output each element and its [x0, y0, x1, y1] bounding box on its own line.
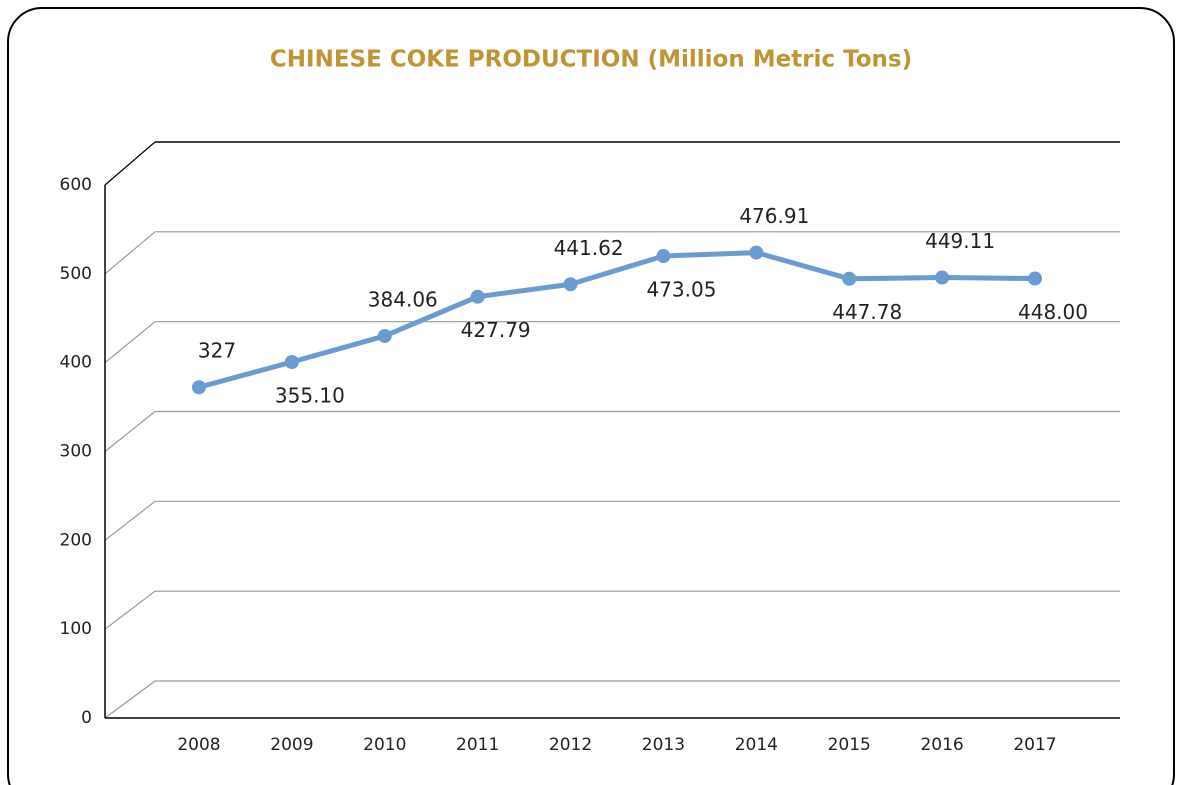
frame: [7, 7, 1175, 785]
y-tick-label: 600: [60, 175, 92, 195]
data-point: [842, 271, 857, 286]
x-tick-label: 2013: [642, 735, 685, 755]
series-line: [198, 250, 1036, 390]
x-tick-label: 2009: [270, 735, 313, 755]
y-tick-label: 100: [60, 619, 92, 639]
data-point: [377, 328, 392, 343]
grid-line: [104, 411, 156, 452]
x-tick-label: 2017: [1013, 735, 1056, 755]
y-tick-label: 500: [60, 264, 92, 284]
data-label: 355.10: [275, 384, 345, 408]
data-point: [656, 249, 671, 264]
data-point: [470, 289, 485, 304]
data-label: 473.05: [646, 278, 716, 302]
data-label: 448.00: [1018, 300, 1088, 324]
data-label: 327: [198, 339, 236, 363]
data-point: [284, 355, 299, 370]
y-tick-label: 0: [81, 708, 92, 728]
x-tick-label: 2015: [828, 735, 871, 755]
grid-line: [104, 500, 156, 541]
grid-line: [104, 590, 156, 630]
grid-line: [104, 141, 156, 186]
chart-title: CHINESE COKE PRODUCTION (Million Metric …: [270, 47, 912, 73]
y-tick-label: 300: [60, 442, 92, 462]
x-tick-label: 2010: [363, 735, 406, 755]
data-label: 447.78: [832, 300, 902, 324]
y-tick-label: 400: [60, 353, 92, 373]
data-label: 449.11: [925, 229, 995, 253]
grid-line: [104, 680, 156, 719]
y-tick-label: 200: [60, 530, 92, 550]
x-tick-label: 2012: [549, 735, 592, 755]
x-tick-label: 2016: [920, 735, 963, 755]
data-label: 441.62: [554, 236, 624, 260]
data-point: [192, 380, 206, 395]
data-point: [563, 277, 578, 292]
data-point: [749, 245, 764, 260]
grid-line: [104, 231, 156, 275]
data-point: [1028, 271, 1042, 286]
x-tick-label: 2014: [735, 735, 778, 755]
data-label: 427.79: [461, 318, 531, 342]
x-tick-label: 2011: [456, 735, 499, 755]
data-label: 384.06: [368, 287, 438, 311]
data-label: 476.91: [739, 204, 809, 228]
x-tick-label: 2008: [177, 735, 220, 755]
grid-line: [104, 321, 156, 364]
data-point: [935, 270, 950, 285]
